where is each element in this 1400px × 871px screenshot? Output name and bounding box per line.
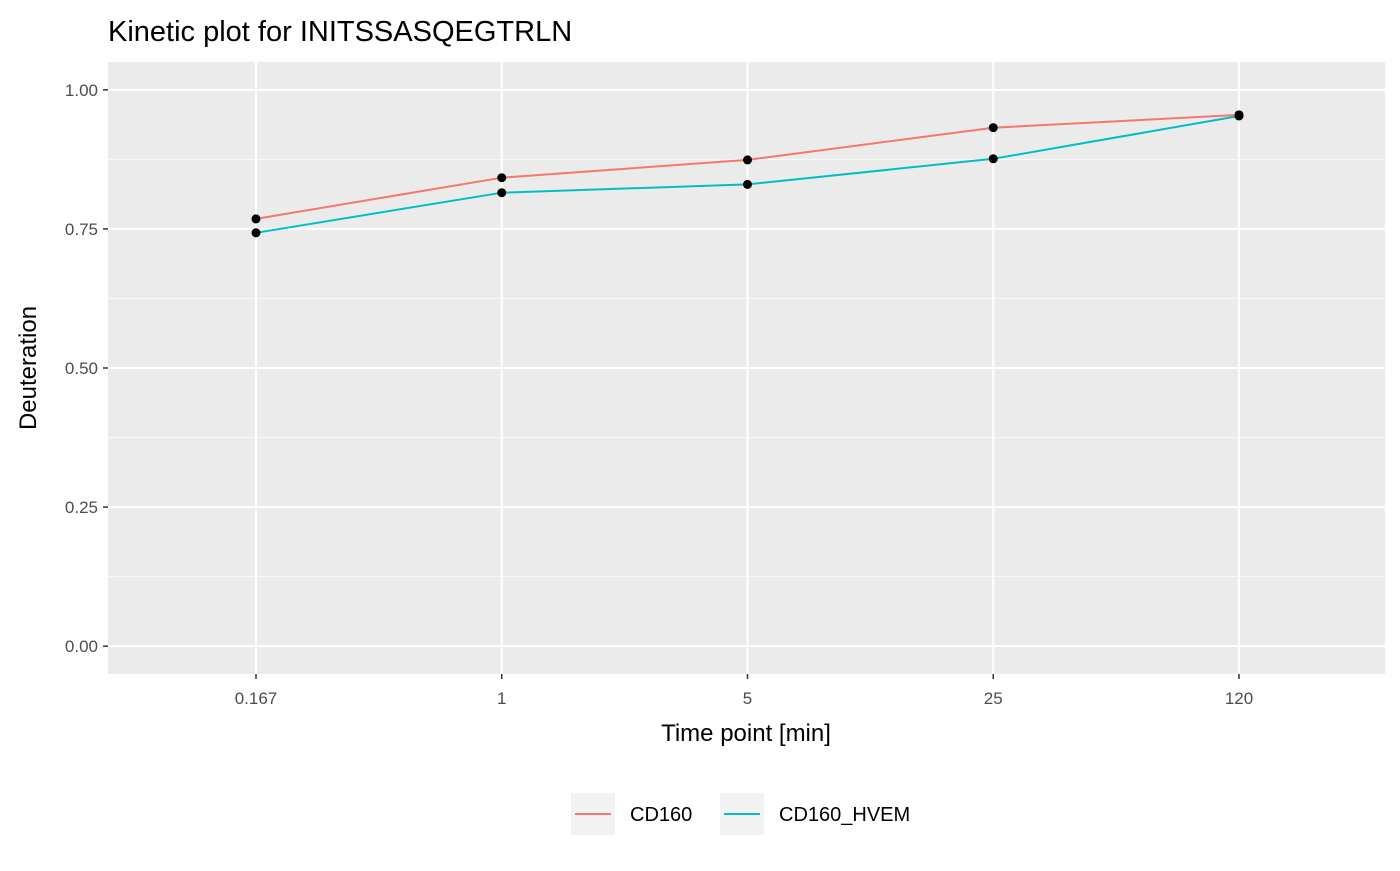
- x-tick-label: 5: [743, 689, 752, 708]
- x-tick-label: 0.167: [235, 689, 278, 708]
- grid-lines: [108, 62, 1385, 674]
- x-tick-label: 1: [497, 689, 506, 708]
- data-point-cd160-hvem: [1234, 111, 1244, 121]
- data-point-cd160-hvem: [743, 179, 752, 189]
- y-tick-label: 1.00: [65, 81, 98, 100]
- chart-title: Kinetic plot for INITSSASQEGTRLN: [108, 16, 572, 48]
- y-tick-label: 0.25: [65, 498, 98, 517]
- data-points: [251, 110, 1244, 238]
- legend-label-cd160: CD160: [630, 804, 692, 826]
- y-axis-ticks: 0.00 0.25 0.50 0.75 1.00: [65, 81, 108, 656]
- data-point-cd160-hvem: [497, 188, 507, 198]
- data-point-cd160: [251, 214, 261, 224]
- x-tick-label: 25: [984, 689, 1003, 708]
- data-point-cd160-hvem: [988, 154, 998, 164]
- y-axis-title: Deuteration: [15, 306, 42, 430]
- x-tick-label: 120: [1225, 689, 1253, 708]
- y-tick-label: 0.50: [65, 359, 98, 378]
- y-tick-label: 0.00: [65, 637, 98, 656]
- data-point-cd160: [988, 123, 998, 133]
- legend-label-cd160-hvem: CD160_HVEM: [779, 804, 910, 826]
- y-tick-label: 0.75: [65, 220, 98, 239]
- x-axis-title: Time point [min]: [661, 720, 831, 747]
- data-point-cd160: [497, 173, 507, 183]
- x-axis-ticks: 0.167 1 5 25 120: [235, 674, 1253, 708]
- legend: CD160 CD160_HVEM: [571, 793, 910, 835]
- data-point-cd160-hvem: [251, 228, 261, 238]
- data-point-cd160: [743, 155, 752, 165]
